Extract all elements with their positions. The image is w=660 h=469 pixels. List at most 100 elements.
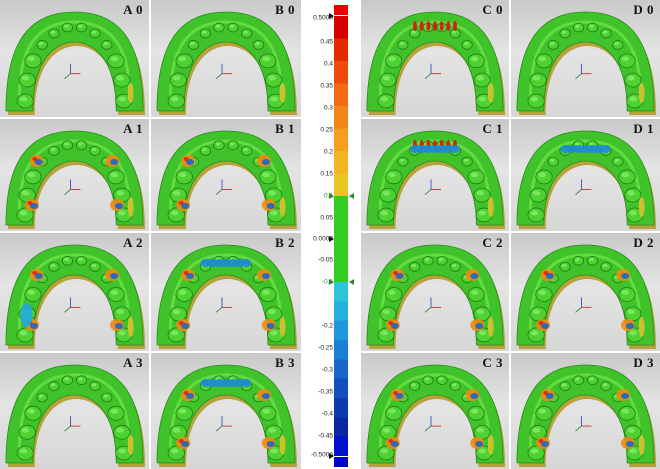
- tooth-highlight: [243, 30, 248, 34]
- tooth-highlight: [538, 408, 547, 414]
- tooth-highlight: [463, 158, 469, 162]
- deviation-yellow-smear: [638, 83, 645, 103]
- scan-panel-c3: C 3: [361, 353, 509, 469]
- tooth-highlight: [451, 383, 457, 387]
- scale-lower-tolerance-marker: [329, 279, 334, 285]
- panel-label: A 3: [123, 355, 143, 370]
- deviation-red-molar: [178, 201, 184, 205]
- tooth-highlight: [627, 190, 635, 196]
- tooth-highlight: [614, 42, 620, 46]
- tooth-highlight: [388, 408, 396, 414]
- tooth-highlight: [172, 75, 181, 81]
- deviation-red-marker: [419, 21, 424, 31]
- panel-label: B 1: [275, 121, 295, 136]
- tooth-highlight: [538, 289, 547, 295]
- deviation-blue-molar: [261, 393, 270, 399]
- tooth-highlight: [629, 96, 637, 102]
- tooth-highlight: [476, 309, 485, 315]
- axis-z: [575, 73, 582, 80]
- deviation-red-molar: [32, 271, 38, 275]
- tooth-highlight: [380, 210, 389, 216]
- dental-arch-model: [516, 130, 657, 229]
- tooth-highlight: [270, 448, 278, 454]
- scale-zero-marker: [329, 236, 334, 242]
- scan-panel-c1: C 1: [361, 119, 509, 231]
- tooth-highlight: [627, 309, 635, 315]
- scale-tick: 0.4: [323, 60, 333, 68]
- arch-ridge: [169, 20, 283, 108]
- tooth-highlight: [470, 408, 479, 414]
- tooth-highlight: [561, 383, 567, 387]
- scale-min-label: -0.5000: [310, 451, 333, 459]
- tooth-highlight: [110, 408, 119, 414]
- arch-ridge: [169, 373, 283, 460]
- deviation-blue-molar: [186, 273, 195, 279]
- tooth-highlight: [382, 75, 391, 81]
- tooth-highlight: [538, 172, 547, 178]
- axis-z: [215, 73, 223, 80]
- tooth-highlight: [476, 190, 485, 196]
- deviation-blue-molar: [545, 273, 554, 279]
- axis-z: [215, 189, 223, 195]
- deviation-blue-molar: [114, 323, 123, 329]
- scale-tick: -0.45: [318, 432, 333, 440]
- deviation-yellow-smear: [279, 317, 286, 337]
- scan-panel-b1: B 1: [151, 119, 301, 231]
- deviation-yellow-smear: [638, 435, 645, 455]
- tooth-highlight: [50, 383, 56, 387]
- tooth-highlight: [170, 210, 179, 216]
- tooth-highlight: [21, 427, 30, 433]
- tooth-highlight: [215, 24, 221, 28]
- scale-tick: 0.45: [320, 38, 333, 46]
- tooth-highlight: [50, 30, 56, 34]
- tooth-highlight: [411, 30, 416, 34]
- tooth-highlight: [50, 263, 56, 268]
- deviation-red-molar: [543, 271, 549, 275]
- arch-body: [156, 364, 296, 464]
- tooth-highlight: [172, 309, 181, 315]
- tooth-highlight: [172, 190, 181, 196]
- axis-z: [64, 73, 71, 80]
- deviation-blue-molar: [266, 203, 275, 209]
- deviation-yellow-smear: [487, 435, 494, 455]
- tooth-highlight: [438, 257, 444, 262]
- deviation-blue-molar: [261, 273, 270, 279]
- arch-body: [366, 364, 504, 464]
- tooth-highlight: [178, 408, 187, 414]
- scale-tick: 0.25: [320, 126, 333, 134]
- dental-arch-model: [156, 364, 297, 467]
- dental-arch-model: [366, 244, 506, 349]
- tooth-highlight: [268, 427, 276, 433]
- arch-body: [5, 364, 144, 464]
- scale-overflow-low: [334, 457, 348, 467]
- tooth-highlight: [110, 56, 119, 62]
- axis-z: [424, 189, 432, 195]
- deviation-blue-molar: [186, 159, 195, 165]
- axis-z: [575, 425, 582, 432]
- tooth-highlight: [380, 96, 389, 102]
- deviation-red-molar: [183, 271, 189, 275]
- dental-arch-model: [5, 364, 146, 467]
- dental-arch-model: [5, 244, 146, 349]
- deviation-yellow-smear: [127, 83, 134, 103]
- tooth-highlight: [549, 42, 555, 46]
- deviation-blue-molar: [625, 441, 634, 447]
- scale-tick: 0.3: [323, 104, 333, 112]
- tooth-highlight: [424, 377, 430, 381]
- dental-arch-model: [516, 244, 657, 349]
- deviation-blue-molar: [30, 323, 39, 329]
- tooth-highlight: [78, 257, 83, 262]
- tooth-highlight: [530, 448, 539, 454]
- panel-label: D 2: [633, 235, 654, 250]
- deviation-yellow-smear: [487, 197, 494, 217]
- tooth-highlight: [478, 210, 487, 216]
- tooth-highlight: [78, 24, 83, 28]
- axis-z: [424, 307, 432, 313]
- deviation-yellow-smear: [487, 83, 494, 103]
- deviation-blue-molar: [30, 203, 39, 209]
- tooth-highlight: [255, 41, 260, 46]
- tooth-highlight: [19, 210, 28, 216]
- deviation-blue-molar: [475, 323, 484, 329]
- tooth-highlight: [27, 56, 36, 62]
- axis-z: [575, 307, 582, 313]
